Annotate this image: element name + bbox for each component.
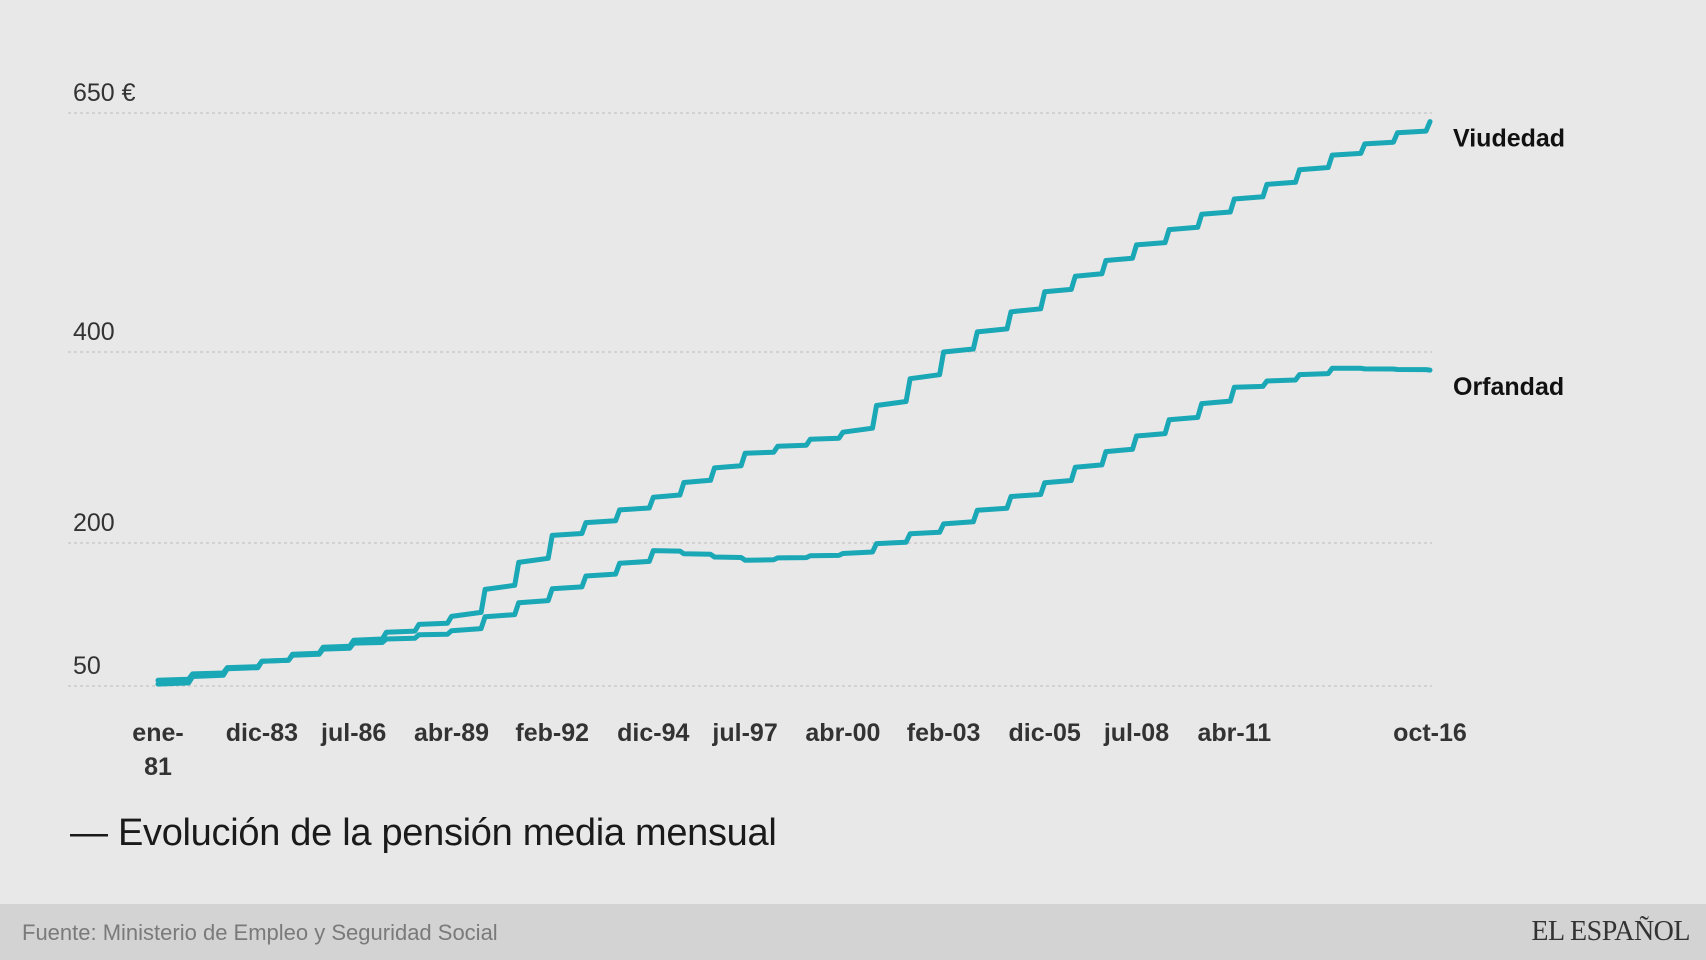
y-tick-label: 50 bbox=[73, 652, 101, 680]
x-tick-label: abr-89 bbox=[414, 719, 489, 747]
x-tick-label: abr-11 bbox=[1197, 719, 1271, 747]
x-tick-label: feb-03 bbox=[907, 719, 981, 747]
x-tick-label: oct-16 bbox=[1393, 719, 1467, 747]
gridlines bbox=[68, 112, 1432, 687]
series-label-orfandad: Orfandad bbox=[1453, 373, 1564, 401]
y-tick-label: 200 bbox=[73, 509, 115, 537]
series-line-orfandad bbox=[155, 365, 1433, 683]
chart-title: — Evolución de la pensión media mensual bbox=[70, 812, 777, 854]
y-tick-label: 400 bbox=[73, 318, 115, 346]
x-tick-label: jul-97 bbox=[711, 719, 777, 747]
x-tick-label: jul-08 bbox=[1103, 719, 1169, 747]
series-line-viudedad bbox=[155, 119, 1433, 687]
series-labels: Viudedad Orfandad bbox=[1453, 125, 1565, 402]
source-note: Fuente: Ministerio de Empleo y Seguridad… bbox=[22, 920, 498, 945]
x-tick-label: dic-94 bbox=[617, 719, 689, 747]
x-tick-label: abr-00 bbox=[805, 719, 880, 747]
x-tick-label: dic-05 bbox=[1009, 719, 1081, 747]
x-tick-label: ene-81 bbox=[132, 719, 183, 781]
footer-bar: Fuente: Ministerio de Empleo y Seguridad… bbox=[0, 904, 1706, 960]
x-axis-ticks: ene-81 dic-83 jul-86 abr-89 feb-92 dic-94 jul-… bbox=[132, 719, 1467, 781]
brand-logo: EL ESPAÑOL bbox=[1531, 916, 1690, 947]
x-tick-label: dic-83 bbox=[226, 719, 298, 747]
series-label-viudedad: Viudedad bbox=[1453, 125, 1565, 153]
series-lines bbox=[155, 119, 1433, 687]
x-tick-label: feb-92 bbox=[515, 719, 589, 747]
x-tick-label: jul-86 bbox=[320, 719, 386, 747]
y-axis-ticks: 50 200 400 650 € bbox=[73, 79, 136, 680]
y-tick-label: 650 € bbox=[73, 79, 136, 107]
